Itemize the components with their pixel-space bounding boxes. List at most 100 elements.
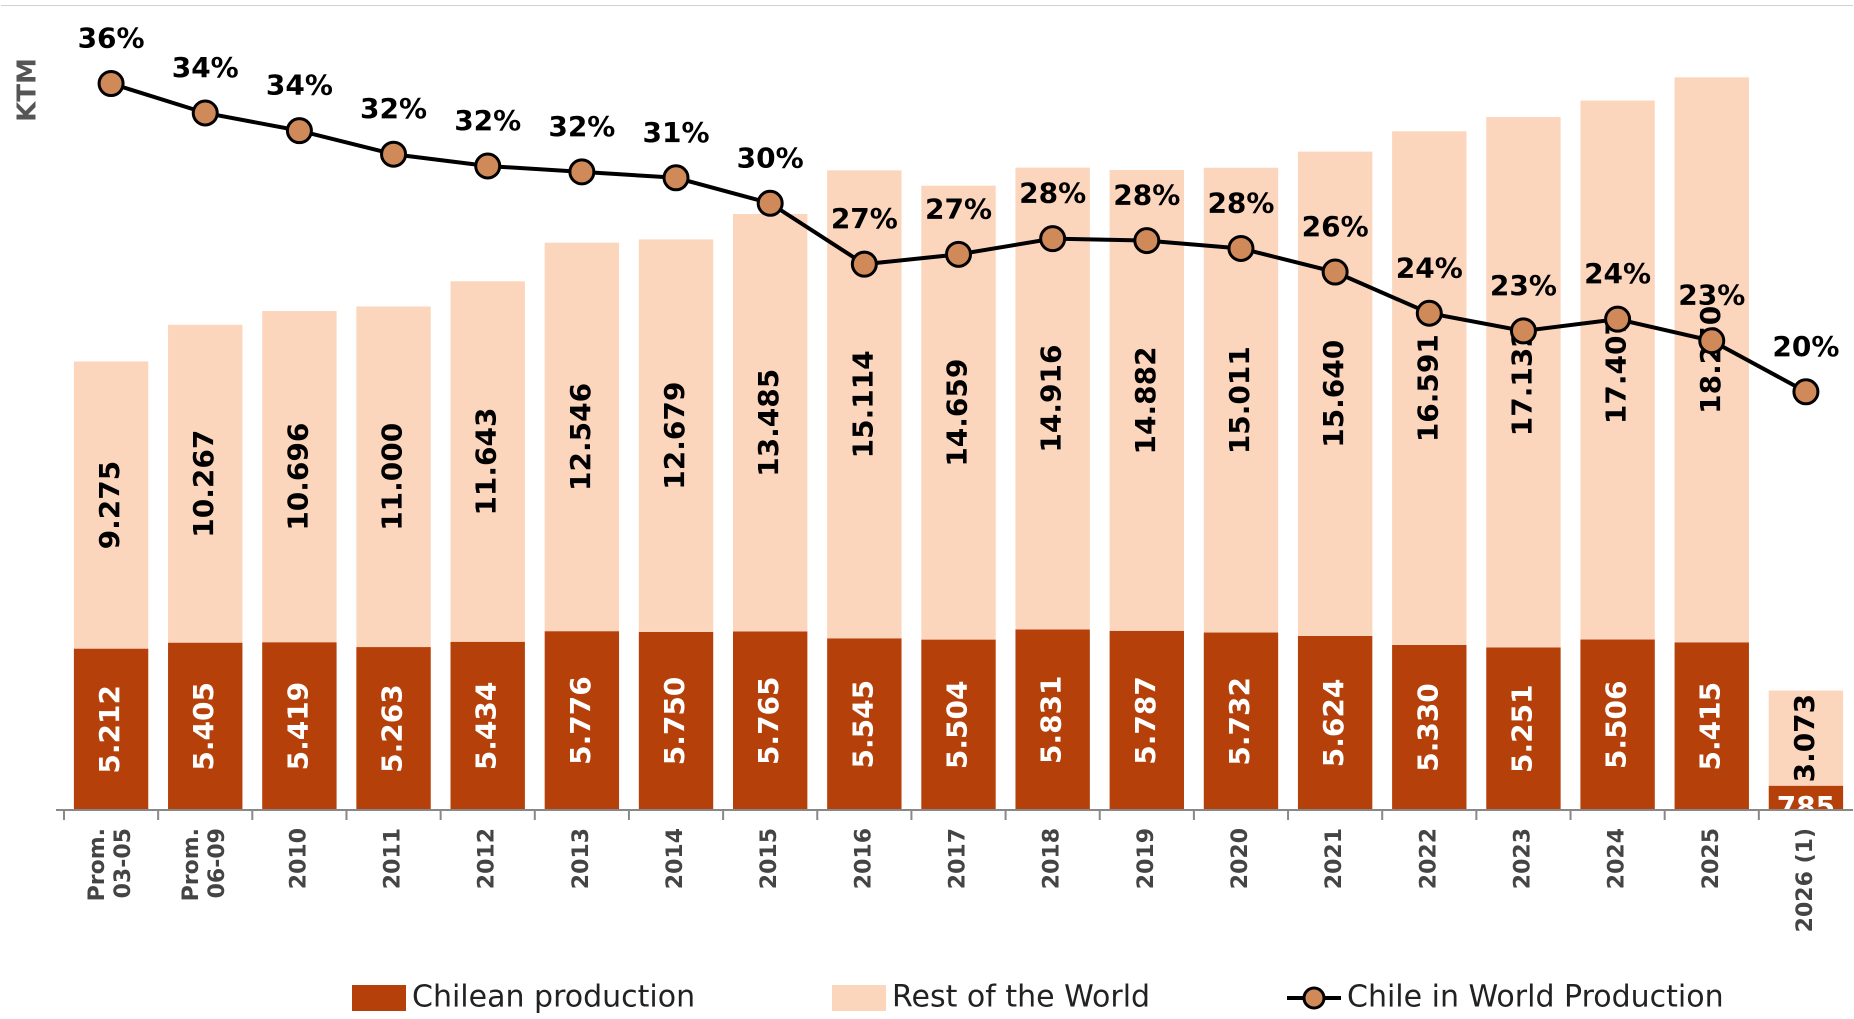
- legend-label: Chile in World Production: [1347, 980, 1724, 1015]
- bar: [168, 642, 243, 810]
- x-tick-label: 2026 (1): [1793, 828, 1818, 932]
- x-tick-label-part: Prom.: [179, 828, 204, 901]
- bar: [356, 647, 431, 810]
- line-value-label: 31%: [643, 116, 710, 149]
- bar-value-label: 5.434: [470, 682, 503, 771]
- bar-value-label: 5.415: [1694, 682, 1727, 771]
- line-value-label: 20%: [1772, 330, 1839, 363]
- bar-value-label: 10.267: [187, 430, 220, 538]
- bar-value-label: 5.545: [846, 680, 879, 769]
- bar-value-label: 785: [1777, 790, 1835, 823]
- line-marker: [1604, 305, 1632, 333]
- x-tick-label: 2010: [286, 828, 311, 889]
- bar-value-label: 14.916: [1035, 345, 1068, 453]
- line-marker: [1039, 225, 1067, 253]
- bar-value-label: 5.787: [1129, 676, 1162, 765]
- bar-value-label: 5.263: [376, 684, 409, 773]
- x-tick-label: 2018: [1040, 828, 1065, 889]
- bar-value-label: 5.765: [752, 676, 785, 765]
- legend-marker: [1302, 986, 1326, 1010]
- line-value-label: 26%: [1302, 210, 1369, 243]
- line-marker: [1698, 327, 1726, 355]
- bar: [262, 642, 337, 810]
- bar-value-label: 12.679: [658, 382, 691, 490]
- bar-value-label: 5.506: [1600, 680, 1633, 769]
- legend-label: Rest of the World: [892, 980, 1150, 1015]
- bar: [1768, 690, 1844, 786]
- bar: [1015, 629, 1090, 810]
- legend-label: Chilean production: [412, 980, 695, 1015]
- bar: [168, 324, 243, 643]
- bar: [1674, 642, 1749, 810]
- bar-value-label: 5.750: [658, 677, 691, 766]
- bar-value-label: 5.251: [1505, 684, 1538, 773]
- line-marker: [1792, 378, 1820, 406]
- x-tick-label: 2012: [475, 828, 500, 889]
- bar: [921, 639, 996, 810]
- line-value-label: 34%: [172, 51, 239, 84]
- line-marker: [1321, 258, 1349, 286]
- bar-value-label: 15.640: [1317, 340, 1350, 448]
- line-value-label: 32%: [454, 104, 521, 137]
- line-value-label: 36%: [78, 22, 145, 55]
- bar: [450, 281, 525, 642]
- legend-swatch: [832, 985, 886, 1011]
- line-value-label: 23%: [1678, 279, 1745, 312]
- x-tick-label: 2023: [1510, 828, 1535, 889]
- bar: [1297, 635, 1373, 810]
- bar: [732, 213, 808, 632]
- top-border: [1, 5, 1853, 6]
- line-marker: [1415, 299, 1443, 327]
- line-marker: [191, 99, 219, 127]
- line-value-label: 32%: [360, 92, 427, 125]
- bar-value-label: 11.643: [470, 407, 503, 515]
- x-tick-label-part: 06-09: [205, 828, 230, 898]
- bar: [1486, 647, 1561, 810]
- bar-value-label: 5.419: [281, 682, 314, 771]
- bar-value-label: 14.882: [1129, 346, 1162, 454]
- bar: [450, 641, 525, 810]
- line-value-label: 28%: [1113, 179, 1180, 212]
- bar-value-label: 5.776: [564, 676, 597, 765]
- line-value-label: 23%: [1490, 269, 1557, 302]
- line-value-label: 28%: [1207, 186, 1274, 219]
- legend-swatch: [352, 985, 406, 1011]
- bar-value-label: 12.546: [564, 383, 597, 491]
- x-tick-label: 2011: [381, 828, 406, 889]
- bar-value-label: 17.132: [1505, 328, 1538, 436]
- line-marker: [945, 240, 972, 268]
- line-value-label: 34%: [266, 69, 333, 102]
- bar-value-label: 5.504: [941, 681, 974, 770]
- bar-value-label: 17.407: [1600, 316, 1633, 424]
- line-marker: [97, 70, 125, 98]
- bar: [1486, 116, 1561, 648]
- bar-value-label: 5.405: [187, 682, 220, 771]
- bar-value-label: 5.212: [93, 685, 126, 774]
- bar: [1580, 100, 1655, 640]
- x-tick-label-part: 03-05: [111, 828, 136, 898]
- x-tick-label: 2014: [663, 828, 688, 889]
- x-tick-label: 2019: [1134, 828, 1159, 889]
- line-value-label: 27%: [925, 192, 992, 225]
- line-marker: [380, 140, 408, 168]
- line-marker: [568, 158, 596, 186]
- bar: [732, 631, 808, 810]
- line-value-label: 28%: [1019, 177, 1086, 210]
- bar: [262, 311, 337, 643]
- x-tick-label: 2015: [757, 828, 782, 889]
- x-tick-label: 2021: [1322, 828, 1347, 889]
- x-tick-label: 2017: [946, 828, 971, 889]
- bar-value-label: 15.114: [846, 350, 879, 458]
- bar-value-label: 11.000: [376, 423, 409, 531]
- bar-value-label: 3.073: [1788, 694, 1821, 783]
- x-tick-label: 2025: [1699, 828, 1724, 889]
- bar-value-label: 5.624: [1317, 679, 1350, 768]
- bar: [1109, 630, 1185, 810]
- line-marker: [474, 152, 502, 180]
- line-value-label: 32%: [548, 110, 615, 143]
- bar: [1297, 151, 1373, 636]
- bar: [544, 242, 620, 632]
- line-value-label: 27%: [831, 202, 898, 235]
- line-marker: [850, 250, 878, 278]
